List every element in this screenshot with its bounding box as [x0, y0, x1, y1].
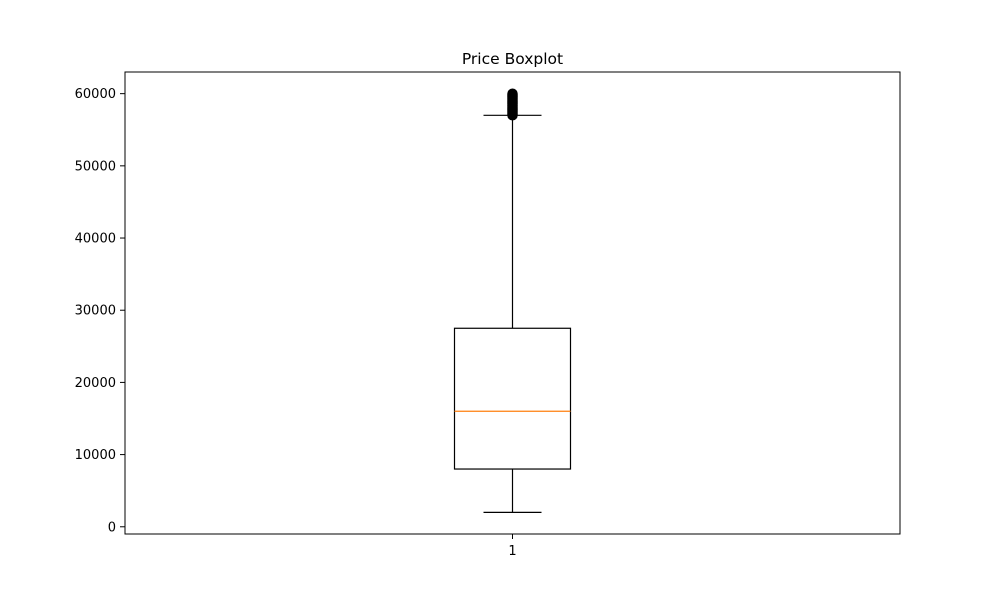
box-iqr [453, 327, 572, 470]
outlier-point [507, 88, 518, 99]
y-tick-label: 60000 [75, 87, 116, 102]
plot-area: 0 10000 20000 30000 40000 50000 60000 1 [75, 71, 901, 559]
y-tick-label: 0 [108, 520, 116, 535]
y-tick-label: 50000 [75, 159, 116, 174]
y-tick-label: 30000 [75, 304, 116, 319]
y-tick-label: 20000 [75, 376, 116, 391]
x-tick-label: 1 [508, 544, 516, 559]
y-tick-label: 40000 [75, 232, 116, 247]
chart-title: Price Boxplot [462, 50, 563, 68]
y-tick-label: 10000 [75, 448, 116, 463]
